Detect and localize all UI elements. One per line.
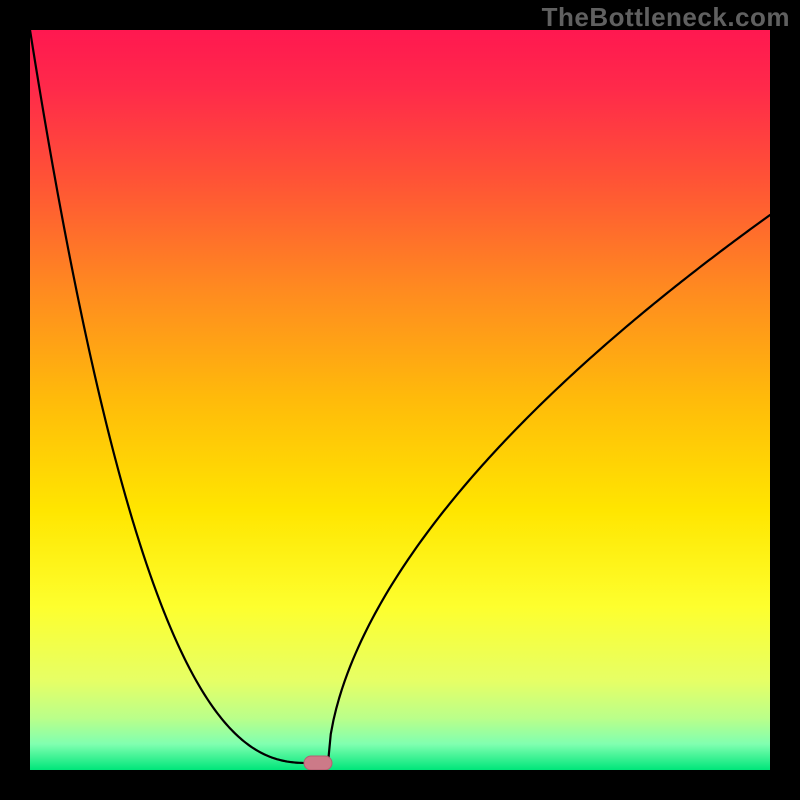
- minimum-marker: [304, 756, 332, 770]
- chart-container: TheBottleneck.com: [0, 0, 800, 800]
- watermark-text: TheBottleneck.com: [542, 2, 790, 33]
- bottleneck-chart-svg: [0, 0, 800, 800]
- gradient-background: [30, 30, 770, 770]
